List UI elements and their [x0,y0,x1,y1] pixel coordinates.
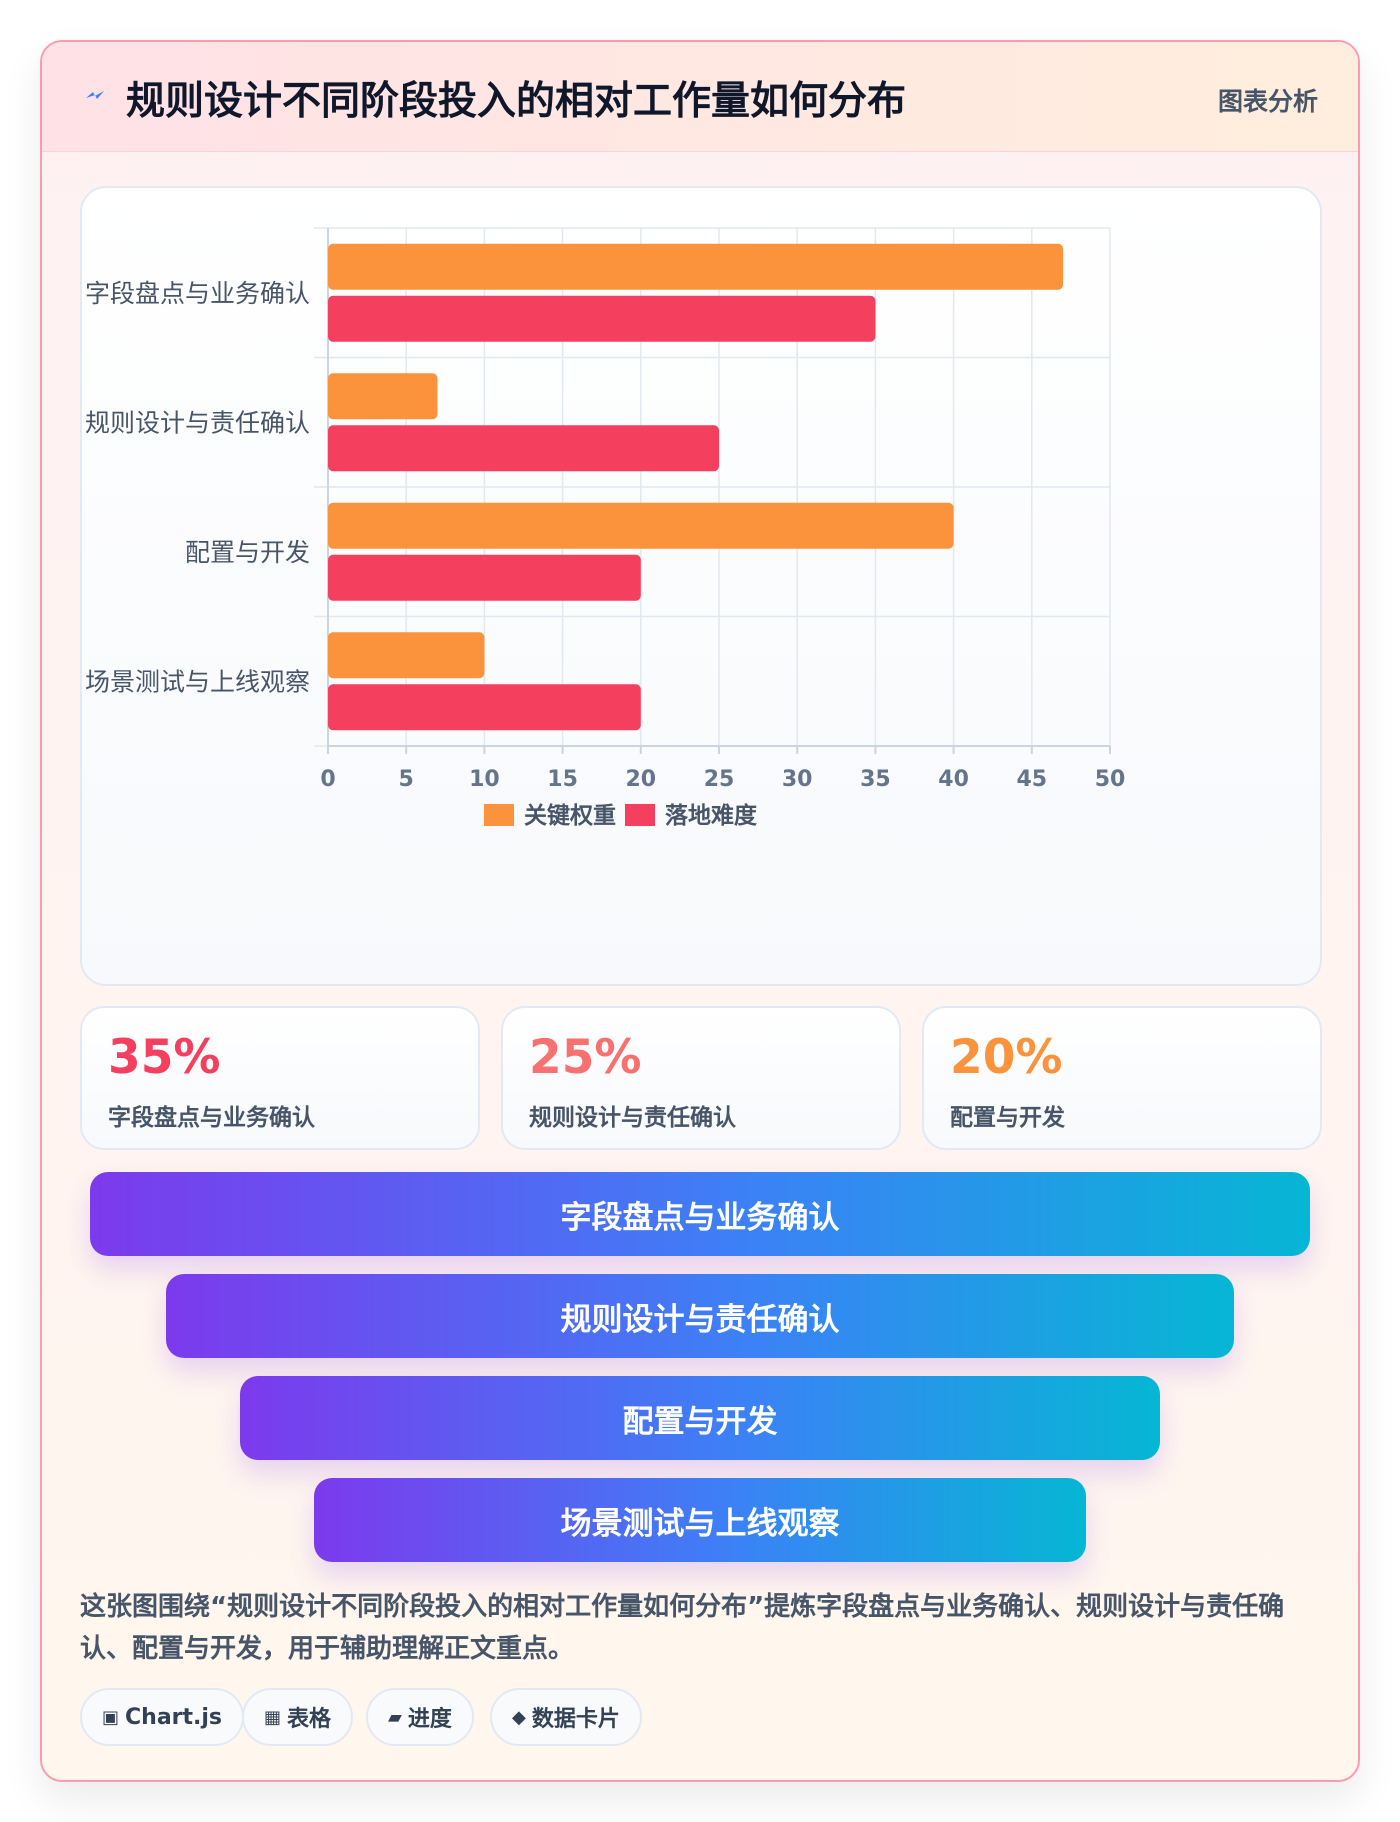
stat-card-1: 35% 字段盘点与业务确认 [80,1006,480,1150]
category-label: 配置与开发 [185,538,310,567]
bar-difficulty [328,425,719,472]
bar-weight [328,632,485,679]
summary-text: 这张图围绕“规则设计不同阶段投入的相对工作量如何分布”提炼字段盘点与业务确认、规… [80,1592,1285,1664]
stat-value: 35% [108,1030,221,1085]
legend-swatch [484,804,514,826]
chip-data-card[interactable]: ◆ 数据卡片 [490,1688,642,1746]
stat-card-2: 25% 规则设计与责任确认 [501,1006,901,1150]
table-icon: ▦ [264,1706,282,1728]
funnel-step-1: 字段盘点与业务确认 [90,1172,1310,1256]
card-header: 规则设计不同阶段投入的相对工作量如何分布 图表分析 [42,42,1358,152]
x-tick-label: 30 [782,767,813,792]
funnel-step-2: 规则设计与责任确认 [166,1274,1234,1358]
chip-progress[interactable]: ▰ 进度 [366,1688,474,1746]
bar-difficulty [328,554,641,601]
stat-label: 配置与开发 [950,1105,1065,1131]
stat-label: 字段盘点与业务确认 [108,1105,315,1131]
chip-label: 进度 [407,1707,452,1732]
bar-difficulty [328,684,641,731]
chart-icon: ▣ [102,1706,120,1728]
x-tick-label: 25 [704,767,735,792]
legend-label: 关键权重 [524,802,616,829]
chip-label: 数据卡片 [531,1707,620,1732]
card-icon: ◆ [512,1706,526,1728]
analysis-card: 规则设计不同阶段投入的相对工作量如何分布 图表分析 0 5 10 15 20 25 30 35… [40,40,1360,1782]
category-label: 字段盘点与业务确认 [85,279,310,308]
chip-label: Chart.js [125,1704,223,1730]
x-tick-label: 0 [320,767,335,792]
stat-label: 规则设计与责任确认 [529,1105,736,1131]
bolt-icon [86,91,104,99]
stat-value: 25% [529,1030,642,1085]
stat-card-3: 20% 配置与开发 [922,1006,1322,1150]
stat-value: 20% [950,1030,1063,1085]
funnel-step-3: 配置与开发 [240,1376,1160,1460]
progress-icon: ▰ [388,1706,402,1728]
page-title: 规则设计不同阶段投入的相对工作量如何分布 [126,79,907,124]
x-tick-label: 10 [469,767,500,792]
category-label: 规则设计与责任确认 [85,408,310,437]
chip-label: 表格 [287,1707,332,1732]
header-tag: 图表分析 [1217,87,1318,116]
x-tick-label: 5 [399,767,414,792]
chip-table[interactable]: ▦ 表格 [242,1688,354,1746]
bar-difficulty [328,295,876,342]
x-tick-label: 45 [1016,767,1047,792]
legend-label: 落地难度 [665,802,758,829]
bar-weight [328,373,438,420]
x-tick-label: 35 [860,767,891,792]
x-tick-label: 15 [547,767,578,792]
funnel-step-4: 场景测试与上线观察 [314,1478,1086,1562]
bar-weight [328,243,1064,290]
x-tick-label: 40 [938,767,969,792]
x-tick-label: 20 [625,767,656,792]
chart-panel: 0 5 10 15 20 25 30 35 40 45 50 字段盘点与业务确认 规则设计与责任确认配置… [80,186,1322,986]
bar-chart: 0 5 10 15 20 25 30 35 40 45 50 字段盘点与业务确认规则设计与责任确认配置… [85,227,1126,829]
category-label: 场景测试与上线观察 [85,667,310,696]
x-tick-label: 50 [1095,767,1126,792]
chip-chartjs[interactable]: ▣ Chart.js [80,1688,245,1746]
legend-swatch [625,804,655,826]
bar-weight [328,502,954,549]
